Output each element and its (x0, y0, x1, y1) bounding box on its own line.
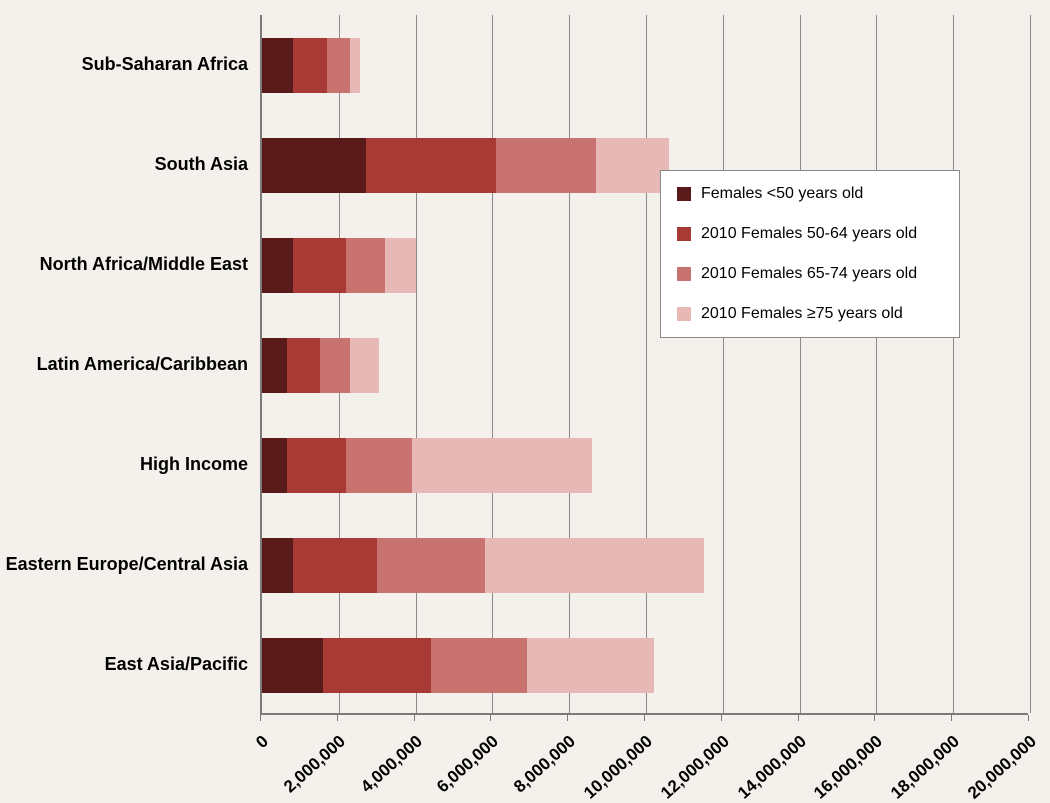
gridline (416, 15, 417, 713)
x-tick (644, 715, 645, 721)
gridline (723, 15, 724, 713)
x-tick (490, 715, 491, 721)
bar-segment (293, 38, 328, 93)
bar-segment (496, 138, 596, 193)
x-tick-label: 4,000,000 (357, 732, 427, 797)
y-category-label: North Africa/Middle East (0, 254, 248, 275)
legend-label: Females <50 years old (701, 185, 863, 203)
bar-segment (320, 338, 351, 393)
y-category-label: Sub-Saharan Africa (0, 54, 248, 75)
legend: Females <50 years old 2010 Females 50-64 … (660, 170, 960, 338)
bar-segment (350, 38, 360, 93)
bar-segment (527, 638, 654, 693)
y-category-label: High Income (0, 454, 248, 475)
gridline (953, 15, 954, 713)
x-tick (951, 715, 952, 721)
legend-item: 2010 Females 50-64 years old (677, 225, 943, 243)
bar-segment (262, 138, 366, 193)
x-tick-label: 14,000,000 (734, 732, 811, 803)
bar-segment (262, 538, 293, 593)
bar-segment (262, 338, 287, 393)
x-tick (1028, 715, 1029, 721)
bar-segment (262, 238, 293, 293)
bar-row (262, 338, 379, 393)
bar-segment (346, 238, 384, 293)
bar-segment (350, 338, 379, 393)
x-tick (337, 715, 338, 721)
bar-segment (287, 338, 320, 393)
legend-swatch (677, 187, 691, 201)
x-tick (721, 715, 722, 721)
legend-swatch (677, 307, 691, 321)
x-tick-label: 2,000,000 (280, 732, 350, 797)
bar-row (262, 538, 704, 593)
gridline (800, 15, 801, 713)
x-tick-label: 12,000,000 (657, 732, 734, 803)
x-tick (414, 715, 415, 721)
bar-segment (346, 438, 411, 493)
bar-segment (596, 138, 669, 193)
bar-segment (377, 538, 485, 593)
x-tick-label: 18,000,000 (887, 732, 964, 803)
gridline (876, 15, 877, 713)
y-category-label: Eastern Europe/Central Asia (0, 554, 248, 575)
bar-segment (431, 638, 527, 693)
bar-segment (293, 538, 377, 593)
legend-item: Females <50 years old (677, 185, 943, 203)
plot-area (260, 15, 1028, 715)
gridline (569, 15, 570, 713)
y-category-label: South Asia (0, 154, 248, 175)
bar-row (262, 138, 669, 193)
bar-segment (287, 438, 347, 493)
gridline (646, 15, 647, 713)
x-tick (874, 715, 875, 721)
x-tick (567, 715, 568, 721)
bar-row (262, 638, 654, 693)
x-tick (798, 715, 799, 721)
bar-segment (293, 238, 347, 293)
bar-row (262, 438, 592, 493)
x-tick-label: 20,000,000 (964, 732, 1041, 803)
bar-segment (323, 638, 431, 693)
x-tick-label: 16,000,000 (810, 732, 887, 803)
y-category-label: East Asia/Pacific (0, 654, 248, 675)
bar-segment (366, 138, 497, 193)
gridline (1030, 15, 1031, 713)
bar-row (262, 38, 360, 93)
legend-item: 2010 Females 65-74 years old (677, 265, 943, 283)
x-tick-label: 6,000,000 (433, 732, 503, 797)
bar-segment (262, 638, 323, 693)
bar-segment (485, 538, 704, 593)
legend-swatch (677, 227, 691, 241)
gridline (492, 15, 493, 713)
legend-item: 2010 Females ≥75 years old (677, 305, 943, 323)
legend-label: 2010 Females ≥75 years old (701, 305, 903, 323)
bar-segment (262, 38, 293, 93)
legend-label: 2010 Females 65-74 years old (701, 265, 917, 283)
x-tick-label: 10,000,000 (580, 732, 657, 803)
legend-swatch (677, 267, 691, 281)
legend-label: 2010 Females 50-64 years old (701, 225, 917, 243)
bar-row (262, 238, 416, 293)
x-tick (260, 715, 261, 721)
x-tick-label: 0 (252, 732, 272, 753)
bar-segment (262, 438, 287, 493)
bar-segment (327, 38, 350, 93)
bar-segment (385, 238, 416, 293)
bar-segment (412, 438, 592, 493)
x-tick-label: 8,000,000 (510, 732, 580, 797)
y-category-label: Latin America/Caribbean (0, 354, 248, 375)
stacked-bar-chart: Sub-Saharan Africa South Asia North Africa… (0, 0, 1050, 799)
